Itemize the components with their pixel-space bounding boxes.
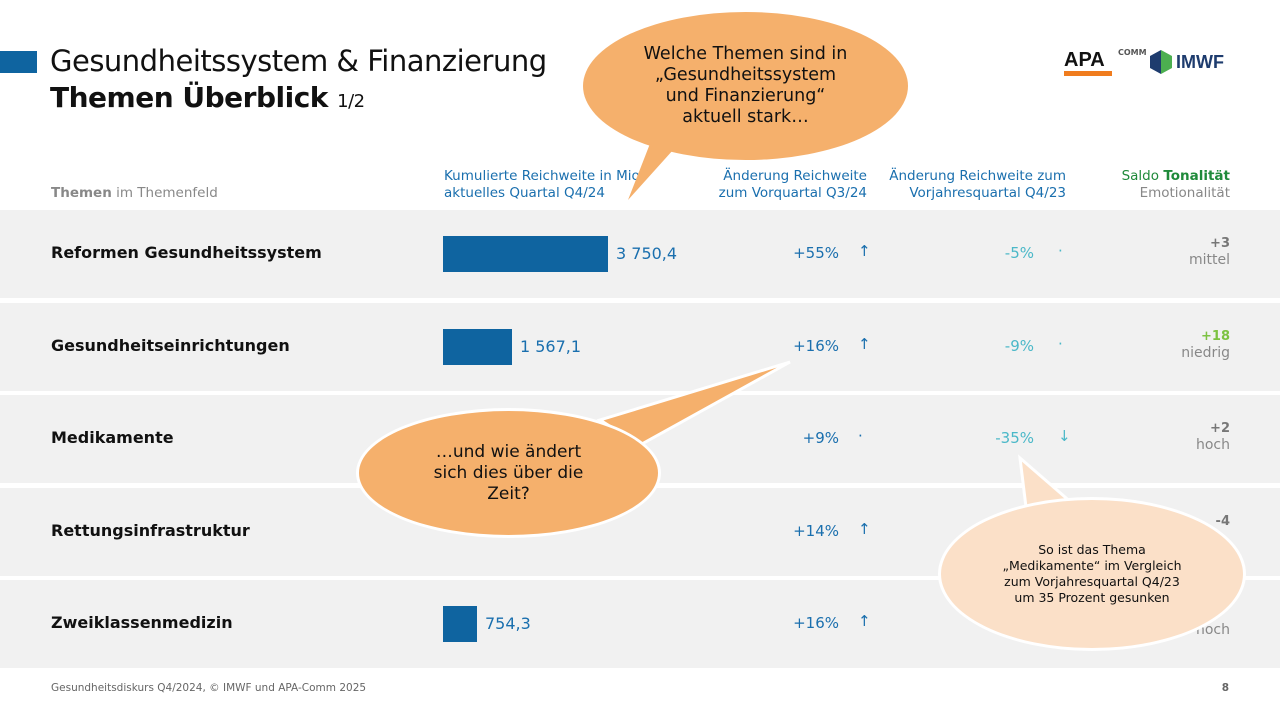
- hdr-line: Änderung Reichweite zum: [889, 168, 1066, 184]
- col-header-saldo: Saldo Tonalität Emotionalität: [1122, 168, 1230, 202]
- hdr-line: aktuelles Quartal Q4/24: [444, 185, 605, 201]
- page-subtitle: Themen Überblick 1/2: [50, 81, 365, 114]
- saldo-label: Saldo: [1121, 168, 1164, 184]
- themen-rest: im Themenfeld: [111, 185, 218, 201]
- imwf-logo: IMWF: [1150, 50, 1224, 74]
- reach-bar: [443, 328, 512, 365]
- change-vorquartal: +16%: [793, 336, 839, 355]
- apa-logo-sup: COMM: [1118, 48, 1147, 57]
- col-header-vorquartal: Änderung Reichweite zum Vorquartal Q3/24: [719, 168, 867, 202]
- footer-source: Gesundheitsdiskurs Q4/2024, © IMWF und A…: [51, 682, 367, 694]
- topic-name: Medikamente: [51, 428, 174, 447]
- apa-comm-logo: APA COMM: [1064, 48, 1147, 77]
- change-vorquartal: +55%: [793, 244, 839, 262]
- col-header-themen: Themen im Themenfeld: [51, 185, 218, 202]
- reach-bar: [443, 606, 477, 642]
- reach-value: 3 750,4: [616, 244, 678, 263]
- saldo-value: +18: [1201, 328, 1230, 344]
- col-header-reichweite: Kumulierte Reichweite in Mio aktuelles Qu…: [444, 168, 640, 202]
- trend-arrow-icon: ↑: [858, 334, 871, 353]
- reach-bar: [443, 236, 608, 272]
- table-row: [0, 302, 1280, 391]
- topic-name: Gesundheitseinrichtungen: [51, 335, 290, 355]
- hdr-line: Kumulierte Reichweite in Mio: [444, 168, 640, 184]
- change-vorjahr: -35%: [995, 429, 1034, 447]
- subtitle-text: Themen Überblick: [50, 81, 328, 114]
- apa-logo-text: APA: [1064, 49, 1105, 71]
- trend-arrow-icon: ·: [858, 427, 863, 445]
- emotion-level: niedrig: [1181, 344, 1230, 361]
- hdr-line: zum Vorquartal Q3/24: [718, 185, 867, 201]
- table-row: [0, 210, 1280, 298]
- saldo-value: +2: [1210, 421, 1230, 436]
- page-fraction: 1/2: [337, 91, 365, 112]
- col-header-vorjahr: Änderung Reichweite zum Vorjahresquartal …: [889, 168, 1066, 202]
- emotion-level: mittel: [1188, 252, 1230, 268]
- change-vorquartal: +16%: [793, 614, 839, 632]
- trend-arrow-icon: ·: [1058, 242, 1063, 260]
- hdr-line: Vorjahresquartal Q4/23: [909, 185, 1066, 201]
- callout-bubble-middle: …und wie ändert sich dies über die Zeit?: [356, 408, 661, 538]
- imwf-hex-icon: [1150, 50, 1172, 74]
- imwf-logo-text: IMWF: [1176, 51, 1224, 72]
- trend-arrow-icon: ↑: [858, 242, 871, 260]
- reach-value: 754,3: [485, 614, 531, 633]
- change-vorjahr: -5%: [1004, 244, 1034, 262]
- page-title: Gesundheitssystem & Finanzierung: [50, 44, 547, 78]
- hdr-line: Änderung Reichweite: [723, 168, 867, 184]
- change-vorquartal: +9%: [802, 429, 839, 447]
- accent-bar: [0, 51, 37, 73]
- trend-arrow-icon: ↑: [858, 612, 871, 630]
- reach-value: 1 567,1: [519, 336, 582, 356]
- topic-name: Rettungsinfrastruktur: [51, 520, 250, 540]
- tonalitaet-label: Tonalität: [1163, 168, 1230, 184]
- trend-arrow-icon: ↓: [1058, 427, 1071, 445]
- emotionalitaet-label: Emotionalität: [1139, 185, 1230, 201]
- trend-arrow-icon: ·: [1058, 334, 1063, 353]
- change-vorjahr: -9%: [1004, 336, 1034, 355]
- saldo-value: -4: [1215, 513, 1230, 529]
- change-vorquartal: +14%: [793, 521, 839, 540]
- topic-name: Reformen Gesundheitssystem: [51, 243, 322, 262]
- callout-bubble-right: So ist das Thema „Medikamente“ im Vergle…: [938, 497, 1246, 651]
- emotion-level: hoch: [1195, 437, 1230, 453]
- trend-arrow-icon: ↑: [858, 519, 871, 538]
- saldo-value: +3: [1210, 236, 1230, 251]
- themen-bold: Themen: [51, 185, 112, 201]
- topic-name: Zweiklassenmedizin: [51, 613, 233, 632]
- callout-bubble-top: Welche Themen sind in „Gesundheitssystem…: [583, 12, 908, 160]
- page-number: 8: [1221, 682, 1229, 694]
